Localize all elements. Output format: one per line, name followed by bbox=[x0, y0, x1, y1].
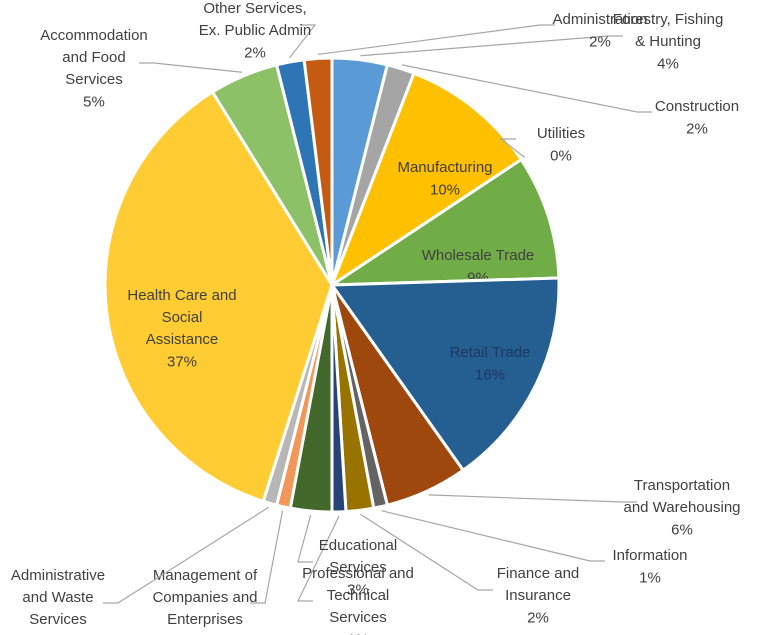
leader-line bbox=[360, 35, 623, 57]
leader-line bbox=[297, 514, 313, 563]
slice-label: Health Care and Social Assistance bbox=[127, 287, 236, 348]
slice-label: Management of Companies and Enterprises bbox=[152, 567, 257, 628]
label-line: Ex. Public Admin bbox=[199, 22, 312, 39]
slice-label: Administration bbox=[552, 11, 647, 28]
slice-label: Other Services, Ex. Public Admin bbox=[199, 0, 312, 39]
leader-line bbox=[250, 510, 284, 604]
leader-line bbox=[297, 515, 340, 602]
label-line: Professional and bbox=[302, 565, 414, 582]
label-line: Finance and bbox=[497, 565, 580, 582]
label-line: Technical bbox=[327, 587, 390, 604]
value-label: 0% bbox=[550, 147, 572, 164]
label-line: Retail Trade bbox=[450, 344, 531, 361]
value-label: 2% bbox=[244, 44, 266, 61]
label-line: Construction bbox=[655, 98, 739, 115]
leader-line bbox=[317, 24, 555, 56]
label-line: Management of bbox=[153, 567, 258, 584]
label-line: and Food bbox=[62, 49, 125, 66]
slice-label: Utilities bbox=[537, 125, 585, 142]
label-line: Administrative bbox=[11, 567, 105, 584]
label-line: Enterprises bbox=[167, 611, 243, 628]
leader-line bbox=[139, 62, 243, 73]
label-line: Forestry, Fishing bbox=[613, 11, 724, 28]
pie-slice bbox=[326, 157, 561, 287]
label-line: Wholesale Trade bbox=[422, 247, 535, 264]
leader-line bbox=[499, 138, 525, 158]
slice-label: Construction bbox=[655, 98, 739, 115]
label-line: and Waste bbox=[22, 589, 93, 606]
label-line: Services bbox=[329, 609, 387, 626]
value-label: 1% bbox=[639, 569, 661, 586]
value-label: 5% bbox=[83, 93, 105, 110]
label-line: Health Care and bbox=[127, 287, 236, 304]
slice-label: Manufacturing bbox=[397, 159, 492, 176]
leader-line bbox=[289, 24, 317, 59]
value-label: 1% bbox=[47, 633, 69, 635]
label-line: Assistance bbox=[146, 331, 219, 348]
value-label: 4% bbox=[657, 55, 679, 72]
value-label: 3% bbox=[347, 581, 369, 598]
slice-label: Educational Services bbox=[319, 537, 397, 576]
slice-label: Forestry, Fishing & Hunting bbox=[613, 11, 724, 50]
pie-slice bbox=[302, 56, 334, 286]
slice-label: Transportation and Warehousing bbox=[623, 477, 740, 516]
slice-label: Information bbox=[612, 547, 687, 564]
leader-line bbox=[103, 506, 270, 604]
leader-line bbox=[360, 513, 493, 591]
label-line: Services bbox=[329, 559, 387, 576]
slice-label: Professional and Technical Services bbox=[302, 565, 414, 626]
leader-line bbox=[381, 510, 605, 562]
slice-label: Wholesale Trade bbox=[422, 247, 535, 264]
leader-line bbox=[428, 494, 637, 503]
value-label: 10% bbox=[430, 181, 460, 198]
value-label: 6% bbox=[671, 521, 693, 538]
value-label: 2% bbox=[527, 609, 549, 626]
leader-line bbox=[401, 64, 652, 113]
slice-label: Finance and Insurance bbox=[497, 565, 580, 604]
label-line: Information bbox=[612, 547, 687, 564]
label-line: Companies and bbox=[152, 589, 257, 606]
label-line: Services bbox=[65, 71, 123, 88]
label-line: and Warehousing bbox=[623, 499, 740, 516]
slice-label: Accommodation and Food Services bbox=[40, 27, 148, 88]
value-label: 37% bbox=[167, 353, 197, 370]
pie-slice bbox=[328, 71, 524, 289]
label-line: Transportation bbox=[634, 477, 730, 494]
label-line: Utilities bbox=[537, 125, 585, 142]
slice-label: Retail Trade bbox=[450, 344, 531, 361]
label-line: Other Services, bbox=[203, 0, 306, 17]
label-line: & Hunting bbox=[635, 33, 701, 50]
value-label: 1% bbox=[347, 631, 369, 635]
label-line: Services bbox=[29, 611, 87, 628]
value-label: 2% bbox=[686, 120, 708, 137]
value-label: 1% bbox=[194, 633, 216, 635]
label-line: Insurance bbox=[505, 587, 571, 604]
label-line: Educational bbox=[319, 537, 397, 554]
label-line: Accommodation bbox=[40, 27, 148, 44]
label-line: Administration bbox=[552, 11, 647, 28]
value-label: 2% bbox=[589, 33, 611, 50]
pie-slice bbox=[329, 276, 561, 473]
slice-label: Administrative and Waste Services bbox=[11, 567, 105, 628]
label-line: Manufacturing bbox=[397, 159, 492, 176]
label-line: Social bbox=[162, 309, 203, 326]
value-label: 16% bbox=[475, 366, 505, 383]
